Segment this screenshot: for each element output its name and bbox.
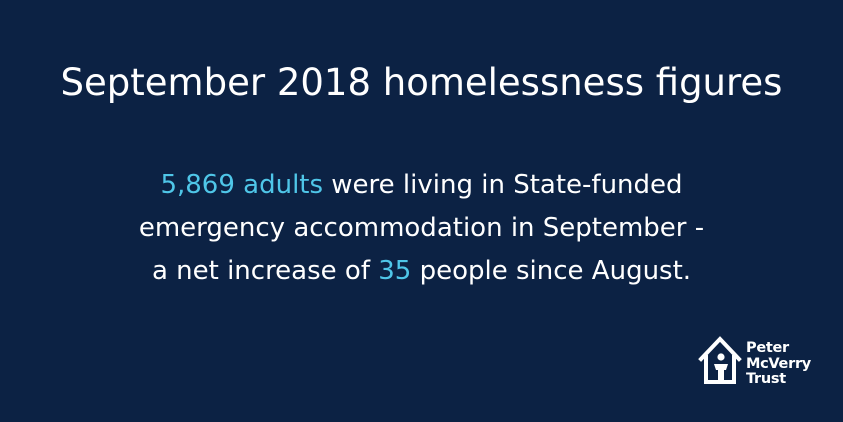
- headline: September 2018 homelessness figures: [60, 61, 783, 104]
- house-person-icon: [698, 336, 742, 384]
- statement-line-3-start: a net increase of: [151, 256, 379, 286]
- increase-stat-highlight: 35: [378, 256, 412, 286]
- stat-statement: 5,869 adults were living in State-funded…: [0, 164, 843, 293]
- logo-wordmark: Peter McVerry Trust: [746, 340, 811, 388]
- statement-line-1-rest: were living in State-funded: [323, 170, 683, 200]
- adults-stat-highlight: 5,869 adults: [160, 170, 324, 200]
- statement-line-3-end: people since August.: [411, 256, 692, 286]
- logo-name-line-2: McVerry: [746, 355, 811, 372]
- statement-line-3: a net increase of 35 people since August…: [0, 250, 843, 293]
- logo-name-line-1: Peter: [746, 340, 789, 356]
- logo-name-line-3: Trust: [746, 371, 786, 387]
- statement-line-1: 5,869 adults were living in State-funded: [0, 164, 843, 207]
- peter-mcverry-trust-logo: Peter McVerry Trust: [697, 334, 827, 402]
- statement-line-2: emergency accommodation in September -: [138, 213, 705, 243]
